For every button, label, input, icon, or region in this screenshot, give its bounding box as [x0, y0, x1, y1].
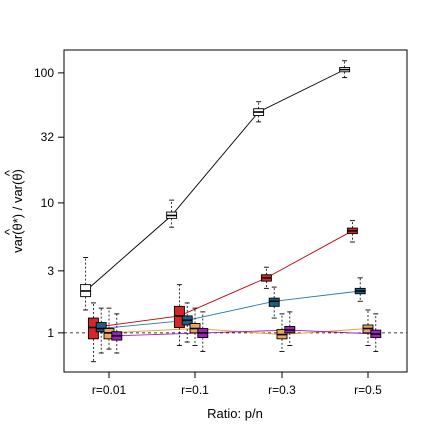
plot-frame	[63, 49, 408, 373]
x-tick-label-3: r=0.3	[268, 383, 296, 397]
y-axis-title-hat-2: ^	[2, 169, 17, 176]
y-axis-title-hat-1: ^	[2, 228, 17, 235]
x-tick-label-4: r=0.5	[354, 383, 382, 397]
series-line-2	[93, 230, 353, 328]
box-s2-c3	[260, 266, 272, 289]
box-body	[95, 322, 107, 333]
box-s5-c3	[284, 311, 296, 346]
y-axis-title: var(θ*) / var(θ) ^ ^	[2, 169, 25, 253]
x-tick-label-2: r=0.1	[181, 383, 209, 397]
box-s4-c3	[276, 313, 288, 352]
box-s2-c1	[87, 302, 99, 363]
box-s1-c4	[339, 60, 351, 79]
box-s1-c2	[166, 199, 178, 228]
box-s1-c1	[80, 257, 92, 311]
box-s2-c2	[173, 284, 185, 346]
box-s5-c1	[111, 313, 123, 354]
box-s3-c3	[268, 286, 280, 319]
y-tick-label-4: 32	[41, 130, 55, 144]
box-s1-c3	[253, 101, 265, 123]
box-s5-c4	[370, 313, 382, 352]
y-tick-label-5: 100	[34, 66, 54, 80]
box-s3-c2	[181, 302, 193, 343]
series-line-5	[116, 329, 376, 337]
series-line-3	[101, 290, 361, 329]
x-tick-label-1: r=0.01	[92, 383, 127, 397]
y-axis-title-text: var(θ*) / var(θ)	[10, 169, 25, 253]
box-s2-c4	[346, 220, 358, 243]
y-tick-label-3: 10	[41, 196, 55, 210]
box-s3-c4	[354, 277, 366, 302]
y-tick-label-1: 1	[47, 326, 54, 340]
box-body	[268, 297, 280, 307]
axis-layer: 1 3 10 32 100 r=0.01 r=0.1 r=0.3 r=0.5	[34, 66, 382, 397]
x-axis-title: Ratio: p/n	[207, 406, 263, 421]
plot-layer	[64, 60, 407, 363]
box-s5-c2	[197, 311, 209, 352]
box-s4-c1	[103, 307, 115, 350]
box-s4-c4	[362, 309, 374, 346]
series-line-1	[85, 69, 345, 292]
y-tick-label-2: 3	[47, 264, 54, 278]
box-s4-c2	[189, 307, 201, 346]
